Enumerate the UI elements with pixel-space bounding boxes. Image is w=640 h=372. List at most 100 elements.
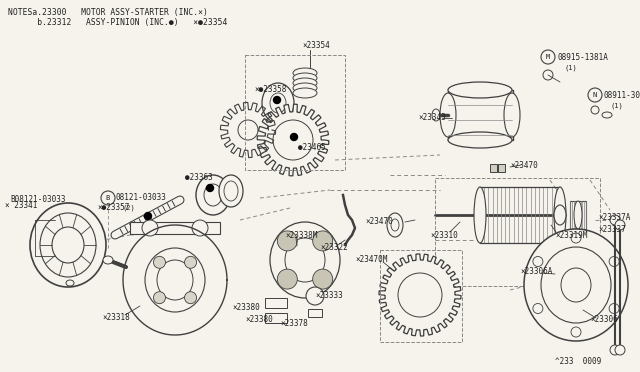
Text: b.23312   ASSY-PINION (INC.●)   ×●23354: b.23312 ASSY-PINION (INC.●) ×●23354 [8, 19, 227, 28]
Bar [448, 90, 513, 140]
Text: ×23338M: ×23338M [285, 231, 317, 240]
Text: B: B [106, 195, 110, 201]
Ellipse shape [615, 345, 625, 355]
Circle shape [145, 212, 152, 219]
Ellipse shape [610, 345, 620, 355]
Ellipse shape [184, 256, 196, 268]
Ellipse shape [224, 181, 238, 201]
Ellipse shape [533, 304, 543, 314]
Ellipse shape [238, 120, 258, 140]
Ellipse shape [432, 109, 440, 121]
Text: ×23470M: ×23470M [355, 256, 387, 264]
Ellipse shape [306, 287, 324, 305]
Polygon shape [379, 254, 461, 336]
Text: ×23354: ×23354 [302, 41, 330, 49]
Ellipse shape [196, 175, 230, 215]
Circle shape [588, 88, 602, 102]
Ellipse shape [440, 93, 456, 137]
Bar [265, 313, 287, 323]
Text: (2): (2) [122, 205, 135, 211]
Ellipse shape [398, 273, 442, 317]
Text: ×●23357: ×●23357 [97, 203, 129, 212]
Ellipse shape [277, 231, 298, 251]
Text: ×23318: ×23318 [102, 314, 130, 323]
Ellipse shape [448, 132, 512, 148]
Ellipse shape [285, 238, 325, 282]
Text: ×23470: ×23470 [365, 218, 393, 227]
Ellipse shape [270, 222, 340, 298]
Ellipse shape [293, 73, 317, 83]
Ellipse shape [591, 106, 599, 114]
Circle shape [291, 134, 298, 141]
Text: ×●23358: ×●23358 [254, 86, 286, 94]
Bar [570, 201, 586, 229]
Ellipse shape [561, 268, 591, 302]
Ellipse shape [293, 83, 317, 93]
Text: ×23378: ×23378 [280, 320, 308, 328]
Ellipse shape [543, 70, 553, 80]
Bar [480, 187, 560, 243]
Text: NOTESa.23300   MOTOR ASSY-STARTER (INC.×): NOTESa.23300 MOTOR ASSY-STARTER (INC.×) [8, 7, 208, 16]
Ellipse shape [154, 292, 166, 304]
Text: B08121-03033: B08121-03033 [10, 195, 65, 203]
Ellipse shape [504, 93, 520, 137]
Text: ×23337A: ×23337A [598, 214, 630, 222]
Text: 08911-30810: 08911-30810 [603, 90, 640, 99]
Ellipse shape [157, 260, 193, 300]
Ellipse shape [270, 93, 286, 113]
Circle shape [207, 185, 214, 192]
Text: ×23319M: ×23319M [555, 231, 588, 240]
Ellipse shape [313, 269, 333, 289]
Text: ×23333: ×23333 [315, 291, 343, 299]
Ellipse shape [192, 220, 208, 236]
Ellipse shape [541, 247, 611, 323]
Ellipse shape [554, 205, 566, 225]
Ellipse shape [391, 219, 399, 231]
Ellipse shape [204, 184, 222, 206]
Text: ●23465: ●23465 [298, 142, 326, 151]
Ellipse shape [574, 201, 582, 229]
Ellipse shape [602, 112, 612, 118]
Bar [490, 164, 497, 172]
Ellipse shape [293, 78, 317, 88]
Text: 08121-03033: 08121-03033 [116, 193, 167, 202]
Text: ×23337: ×23337 [598, 225, 626, 234]
Ellipse shape [610, 215, 620, 225]
Bar [130, 222, 220, 234]
Ellipse shape [615, 220, 625, 230]
Ellipse shape [524, 229, 628, 341]
Text: N: N [593, 92, 597, 98]
Ellipse shape [154, 256, 166, 268]
Ellipse shape [313, 231, 333, 251]
Bar [265, 298, 287, 308]
Text: ×23343: ×23343 [418, 113, 445, 122]
Text: ^233  0009: ^233 0009 [555, 357, 601, 366]
Ellipse shape [145, 248, 205, 312]
Ellipse shape [293, 88, 317, 98]
Ellipse shape [66, 280, 74, 286]
Ellipse shape [571, 327, 581, 337]
Polygon shape [257, 104, 329, 176]
Ellipse shape [277, 269, 298, 289]
Text: M: M [546, 54, 550, 60]
Text: ×23322: ×23322 [320, 244, 348, 253]
Bar [435, 178, 600, 286]
Ellipse shape [52, 227, 84, 263]
Ellipse shape [474, 187, 486, 243]
Text: × 23341: × 23341 [5, 201, 37, 209]
Ellipse shape [387, 213, 403, 237]
Text: (1): (1) [565, 65, 578, 71]
Ellipse shape [533, 257, 543, 266]
Ellipse shape [142, 220, 158, 236]
Ellipse shape [554, 187, 566, 243]
Text: ×23380: ×23380 [232, 302, 260, 311]
Circle shape [273, 96, 280, 103]
Text: 08915-1381A: 08915-1381A [557, 52, 608, 61]
Ellipse shape [184, 292, 196, 304]
Ellipse shape [219, 175, 243, 207]
Ellipse shape [293, 68, 317, 78]
Ellipse shape [609, 304, 619, 314]
Ellipse shape [448, 82, 512, 98]
Circle shape [541, 50, 555, 64]
Ellipse shape [30, 203, 106, 287]
